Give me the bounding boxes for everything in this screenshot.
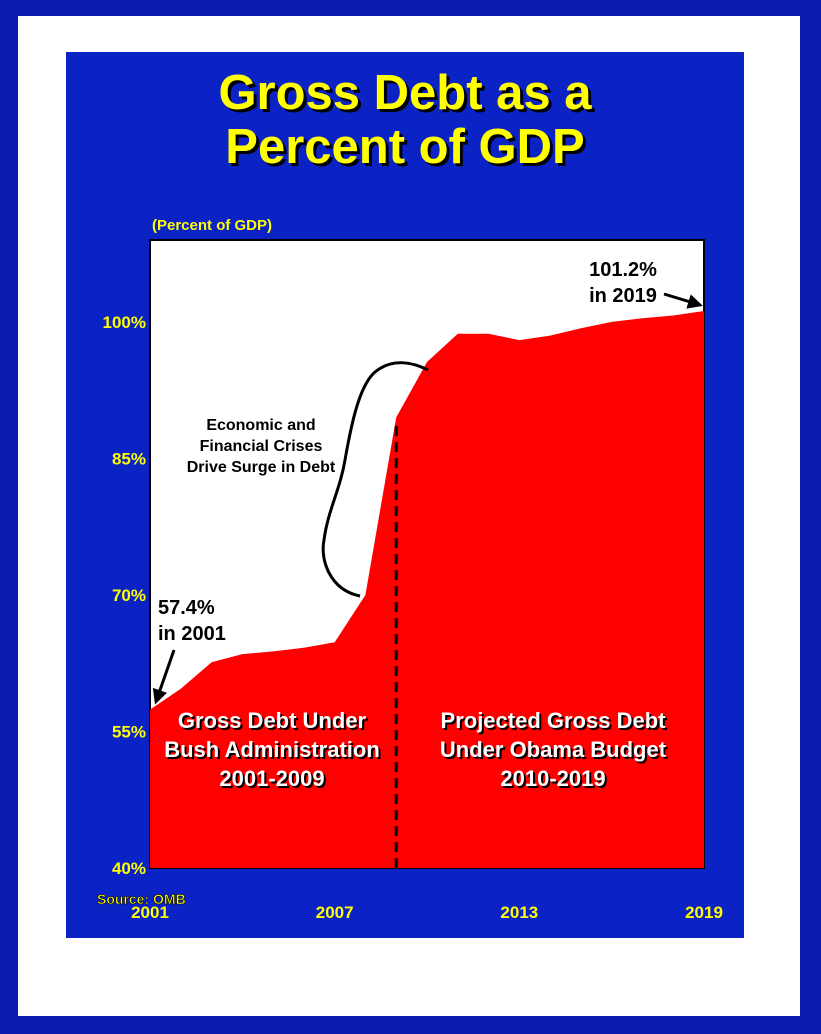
start-arrow xyxy=(152,649,176,705)
crisis-annotation: Economic and Financial Crises Drive Surge … xyxy=(187,417,336,476)
bush-annotation-shadow: Bush Administration xyxy=(166,739,382,764)
crisis-annotation-line: Financial Crises xyxy=(200,438,323,455)
annotations: 57.4% in 2001 101.2% in 2019 Economic and Fin… xyxy=(158,259,669,793)
start-annotation-line: 57.4% xyxy=(158,597,215,619)
x-tick-label: 2007 xyxy=(316,903,354,922)
bush-annotation-line: Gross Debt Under xyxy=(178,708,367,733)
x-tick-label: 2019 xyxy=(685,903,723,922)
obama-annotation-shadow: Under Obama Budget xyxy=(442,739,669,764)
obama-annotation-shadow: 2010-2019 xyxy=(502,768,607,793)
end-annotation-line: 101.2% xyxy=(589,259,657,281)
crisis-annotation-line: Drive Surge in Debt xyxy=(187,459,336,476)
x-tick-label: 2013 xyxy=(500,903,538,922)
obama-annotation-line: Under Obama Budget xyxy=(440,737,667,762)
crisis-annotation-line: Economic and xyxy=(206,417,315,434)
x-tick-labels: 2001 2007 2013 2019 xyxy=(131,903,723,922)
debt-area xyxy=(150,311,704,868)
y-tick-label: 85% xyxy=(112,449,146,468)
obama-annotation-line: Projected Gross Debt xyxy=(441,708,667,733)
end-annotation: 101.2% in 2019 xyxy=(589,259,657,307)
crisis-brace xyxy=(321,361,429,598)
y-tick-label: 55% xyxy=(112,722,146,741)
source-note: Source: OMB xyxy=(97,891,186,907)
obama-annotation-line: 2010-2019 xyxy=(500,766,605,791)
y-tick-labels: 40% 55% 70% 85% 100% xyxy=(103,313,146,878)
end-annotation-line: in 2019 xyxy=(589,285,657,307)
bush-annotation-line: 2001-2009 xyxy=(219,766,324,791)
y-tick-label: 40% xyxy=(112,859,146,878)
y-tick-label: 100% xyxy=(103,313,146,332)
bush-annotation-shadow: Gross Debt Under xyxy=(180,710,369,735)
title-line-1: Gross Debt as a xyxy=(218,66,592,120)
start-annotation-line: in 2001 xyxy=(158,623,226,645)
obama-annotation-shadow: Projected Gross Debt xyxy=(443,710,669,735)
end-arrow xyxy=(663,292,703,309)
bush-annotation-shadow: 2001-2009 xyxy=(221,768,326,793)
start-annotation: 57.4% in 2001 xyxy=(158,597,226,645)
x-tick-label: 2001 xyxy=(131,903,169,922)
title-line-2: Percent of GDP xyxy=(225,120,585,174)
chart-title: Gross Debt as a Percent of GDP xyxy=(66,66,744,174)
y-tick-label: 70% xyxy=(112,586,146,605)
y-axis-label: (Percent of GDP) xyxy=(152,217,272,234)
bush-annotation-line: Bush Administration xyxy=(164,737,380,762)
